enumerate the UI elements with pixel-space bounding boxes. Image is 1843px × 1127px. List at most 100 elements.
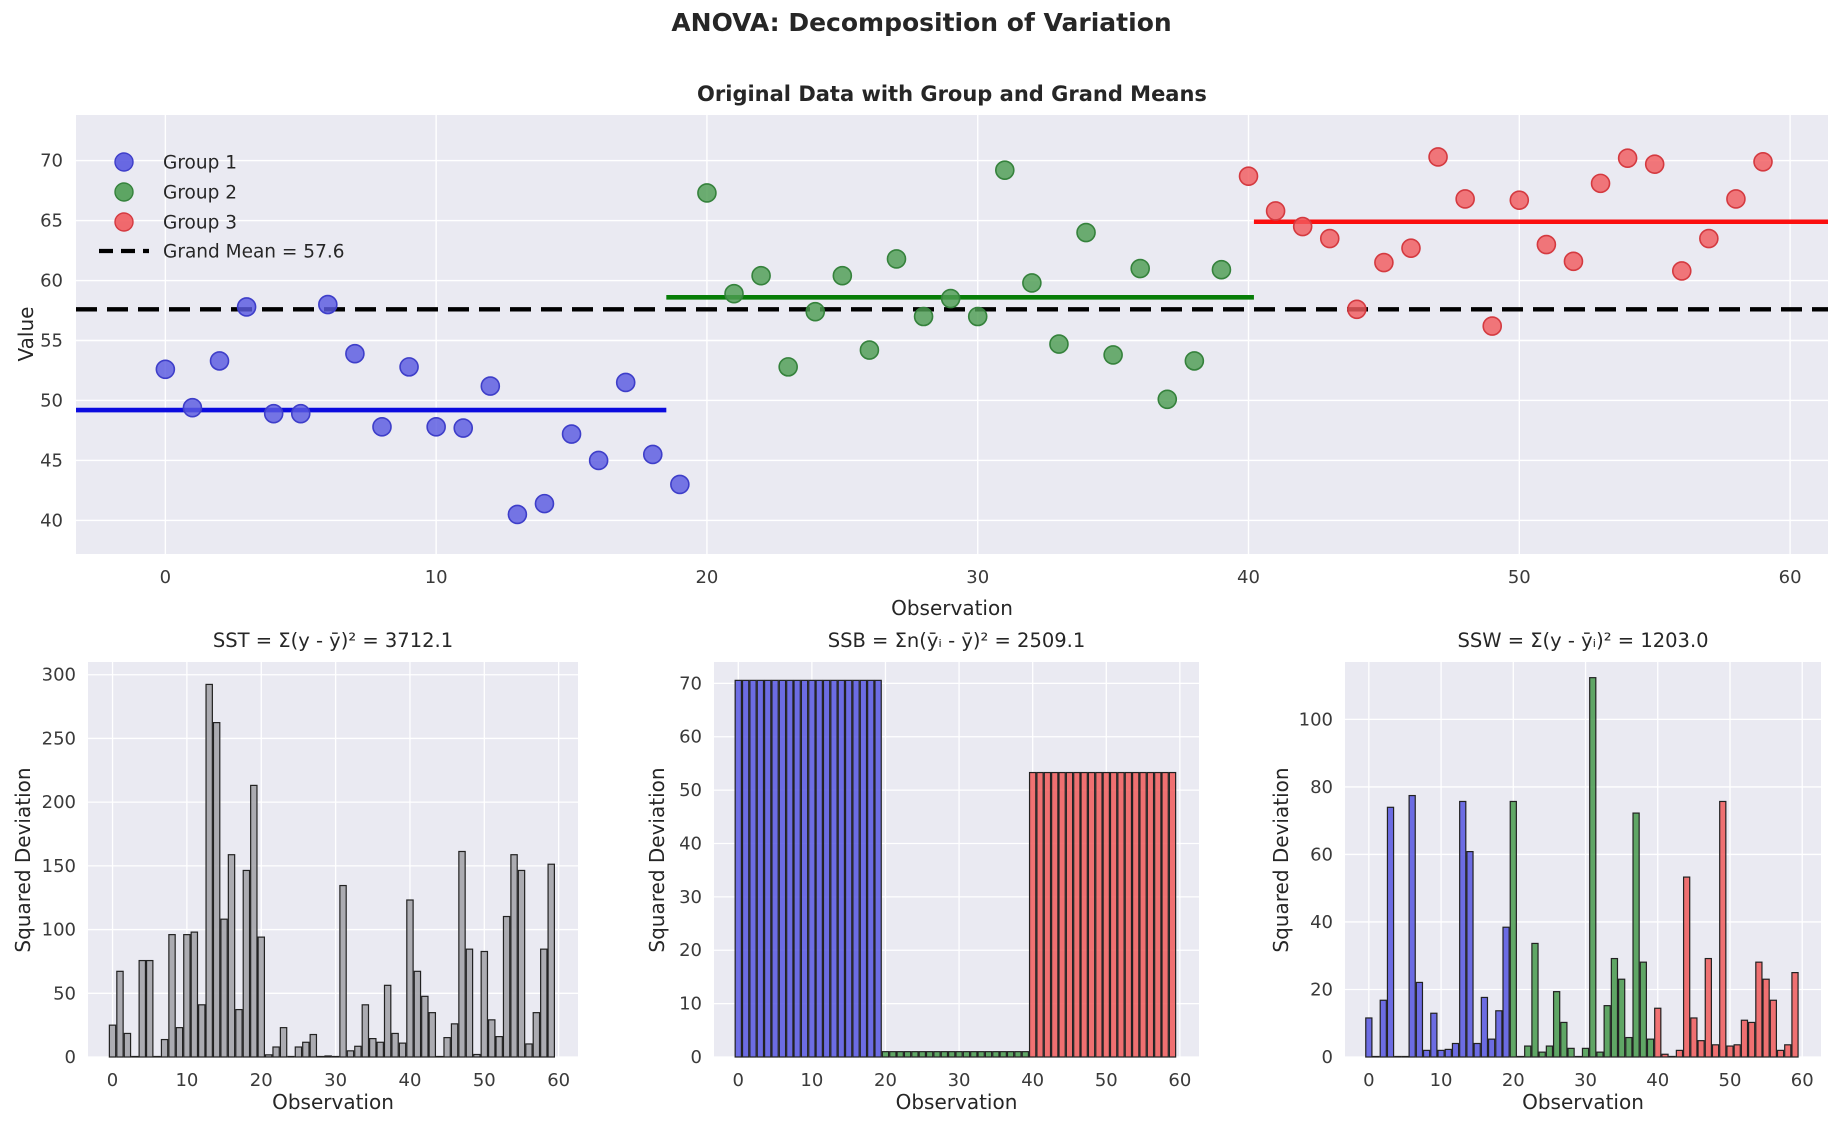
- bar: [1437, 1049, 1445, 1058]
- bar: [1372, 1055, 1380, 1058]
- ssw-tick-labels: 0 10 20 30 40 50 60 0 20 40 60 80 100: [1299, 709, 1814, 1091]
- y-tick-label: 60: [679, 727, 702, 748]
- bar: [220, 918, 228, 1058]
- bar: [1574, 1055, 1582, 1058]
- bar: [1682, 876, 1691, 1058]
- bar: [808, 679, 816, 1058]
- data-point: [1590, 173, 1611, 194]
- y-tick-label: 70: [40, 151, 63, 172]
- bar: [1408, 794, 1416, 1058]
- bar: [793, 679, 801, 1058]
- data-point: [940, 288, 961, 309]
- bar: [1625, 1036, 1633, 1058]
- legend-marker-dot: [114, 182, 134, 202]
- y-tick-label: 60: [1310, 844, 1333, 865]
- ssw-plot-area: [1345, 662, 1821, 1057]
- bar: [1567, 1047, 1575, 1058]
- bar: [287, 1055, 295, 1058]
- sst-panel: 0 10 20 30 40 50 60 0 50 100 150 200 250 300: [42, 662, 578, 1091]
- x-tick-label: 50: [1508, 567, 1531, 588]
- bar: [235, 1008, 243, 1058]
- bar: [1095, 771, 1103, 1058]
- bar: [1422, 1049, 1431, 1058]
- bar: [1495, 1010, 1503, 1058]
- bar: [1480, 996, 1489, 1058]
- x-tick-label: 40: [1021, 1070, 1044, 1091]
- bar: [852, 679, 860, 1058]
- ssw-panel-title: SSW = Σ(y - ȳᵢ)² = 1203.0: [1457, 629, 1709, 652]
- bar: [1028, 771, 1037, 1058]
- sst-xaxis-label: Observation: [272, 1090, 394, 1114]
- scatter-points: [155, 147, 1773, 525]
- x-tick-label: 0: [1363, 1070, 1374, 1091]
- bar: [1502, 926, 1510, 1058]
- bar: [984, 1051, 993, 1058]
- bar: [1065, 771, 1074, 1058]
- bar: [940, 1051, 949, 1058]
- legend-label: Group 2: [163, 183, 237, 204]
- bar: [1755, 961, 1763, 1058]
- bar: [1401, 1055, 1409, 1058]
- x-tick-label: 0: [107, 1070, 118, 1091]
- bar: [1006, 1051, 1015, 1058]
- bar: [1161, 771, 1169, 1058]
- bar: [1487, 1038, 1496, 1058]
- bar: [815, 679, 823, 1058]
- y-tick-label: 50: [40, 390, 63, 411]
- y-tick-label: 60: [40, 271, 63, 292]
- x-tick-label: 50: [473, 1070, 496, 1091]
- bar: [450, 1023, 459, 1058]
- bar: [1639, 961, 1647, 1058]
- x-tick-label: 50: [1719, 1070, 1742, 1091]
- bar: [183, 934, 191, 1058]
- x-tick-label: 0: [733, 1070, 744, 1091]
- legend-label: Grand Mean = 57.6: [163, 242, 345, 263]
- data-point: [1103, 345, 1123, 365]
- data-point: [886, 249, 907, 269]
- y-tick-label: 40: [40, 510, 63, 531]
- y-tick-label: 100: [1299, 709, 1333, 730]
- bar: [1459, 800, 1467, 1058]
- bar: [889, 1051, 897, 1058]
- data-point: [778, 357, 798, 377]
- bar: [933, 1051, 941, 1058]
- bar: [1617, 978, 1626, 1058]
- bar: [510, 854, 518, 1058]
- bar: [361, 1004, 370, 1058]
- bar: [1415, 981, 1424, 1058]
- bar: [1168, 771, 1177, 1058]
- data-point: [588, 450, 609, 471]
- bar: [131, 1055, 139, 1058]
- bar: [1589, 677, 1597, 1058]
- ssw-bars: [1365, 677, 1799, 1058]
- scatter-plot-area: [76, 115, 1828, 554]
- data-point: [859, 340, 880, 360]
- data-point: [1022, 273, 1042, 293]
- bar: [413, 970, 422, 1058]
- bar: [1524, 1045, 1532, 1058]
- data-point: [995, 160, 1015, 180]
- bar: [242, 869, 251, 1058]
- y-tick-label: 250: [42, 728, 76, 749]
- bar: [391, 1032, 399, 1058]
- bar: [844, 679, 853, 1058]
- data-point: [1401, 238, 1421, 258]
- bar: [1711, 1044, 1720, 1058]
- data-point: [372, 417, 392, 437]
- y-tick-label: 20: [1310, 979, 1333, 1000]
- y-tick-label: 300: [42, 665, 76, 686]
- x-tick-label: 60: [1168, 1070, 1191, 1091]
- bar: [398, 1042, 407, 1058]
- y-tick-label: 50: [679, 780, 702, 801]
- x-tick-label: 30: [324, 1070, 347, 1091]
- bar: [279, 1027, 288, 1058]
- x-tick-label: 10: [175, 1070, 198, 1091]
- bar: [316, 1055, 325, 1058]
- data-point: [1157, 389, 1178, 410]
- bar: [1102, 771, 1110, 1058]
- bar: [1139, 771, 1147, 1058]
- data-point: [1347, 299, 1367, 320]
- bar: [123, 1032, 132, 1058]
- bar: [749, 679, 757, 1058]
